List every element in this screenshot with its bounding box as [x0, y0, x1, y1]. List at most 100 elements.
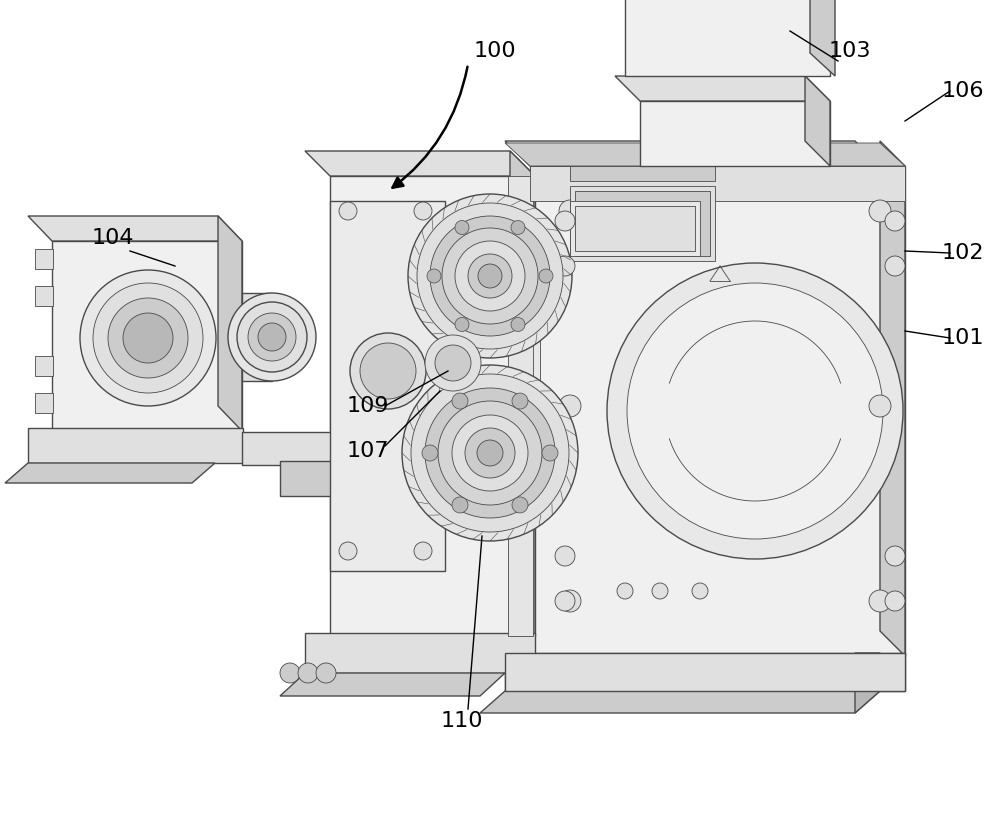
Circle shape — [885, 546, 905, 566]
Circle shape — [93, 283, 203, 393]
Circle shape — [339, 542, 357, 560]
Bar — [570, 201, 700, 256]
Circle shape — [350, 333, 426, 409]
Circle shape — [425, 388, 555, 518]
Circle shape — [478, 264, 502, 288]
Circle shape — [316, 663, 336, 683]
Circle shape — [627, 283, 883, 539]
Circle shape — [512, 393, 528, 409]
Bar — [530, 166, 905, 656]
Circle shape — [869, 395, 891, 417]
Bar — [508, 176, 533, 636]
Circle shape — [339, 202, 357, 220]
Circle shape — [425, 335, 481, 391]
Circle shape — [607, 263, 903, 559]
Bar — [35, 356, 53, 376]
Circle shape — [511, 221, 525, 235]
Circle shape — [477, 440, 503, 466]
Text: 106: 106 — [942, 81, 984, 101]
Circle shape — [455, 241, 525, 311]
Circle shape — [559, 590, 581, 612]
Circle shape — [228, 293, 316, 381]
Polygon shape — [505, 141, 880, 166]
Polygon shape — [855, 653, 880, 713]
Bar — [280, 461, 335, 496]
Circle shape — [414, 202, 432, 220]
Circle shape — [438, 401, 542, 505]
Circle shape — [452, 497, 468, 513]
Text: 101: 101 — [942, 328, 984, 348]
Bar — [510, 251, 540, 471]
Circle shape — [692, 583, 708, 599]
Circle shape — [455, 221, 469, 235]
Bar — [505, 653, 905, 691]
Text: 102: 102 — [942, 243, 984, 263]
Circle shape — [411, 374, 569, 532]
Circle shape — [455, 318, 469, 332]
Polygon shape — [28, 216, 242, 241]
Text: 103: 103 — [829, 41, 871, 61]
Circle shape — [435, 345, 471, 381]
Circle shape — [542, 445, 558, 461]
Polygon shape — [5, 463, 215, 483]
Circle shape — [408, 194, 572, 358]
Circle shape — [298, 663, 318, 683]
Text: 109: 109 — [347, 396, 389, 416]
Bar — [330, 201, 445, 571]
Circle shape — [427, 269, 441, 283]
Circle shape — [555, 256, 575, 276]
Circle shape — [402, 365, 578, 541]
Polygon shape — [280, 673, 505, 696]
Bar — [52, 241, 242, 431]
Bar — [640, 101, 830, 166]
Circle shape — [280, 663, 300, 683]
Circle shape — [559, 200, 581, 222]
Polygon shape — [218, 216, 242, 431]
Circle shape — [465, 428, 515, 478]
Circle shape — [123, 313, 173, 363]
Circle shape — [511, 318, 525, 332]
Circle shape — [248, 313, 296, 361]
Circle shape — [518, 384, 532, 398]
Text: 110: 110 — [441, 711, 483, 731]
Circle shape — [512, 497, 528, 513]
Circle shape — [414, 542, 432, 560]
Bar — [570, 186, 715, 261]
Bar — [35, 286, 53, 306]
Circle shape — [468, 254, 512, 298]
Circle shape — [430, 216, 550, 336]
Circle shape — [80, 270, 216, 406]
Circle shape — [652, 583, 668, 599]
Bar — [530, 166, 905, 201]
Polygon shape — [305, 151, 535, 176]
Polygon shape — [480, 691, 880, 713]
Polygon shape — [615, 76, 830, 101]
Circle shape — [555, 591, 575, 611]
Bar — [242, 432, 337, 465]
Text: 104: 104 — [92, 228, 134, 248]
Circle shape — [518, 324, 532, 338]
Bar — [35, 249, 53, 269]
Circle shape — [555, 546, 575, 566]
Circle shape — [452, 415, 528, 491]
Bar — [35, 393, 53, 413]
Polygon shape — [505, 143, 905, 166]
Circle shape — [617, 583, 633, 599]
Polygon shape — [880, 141, 905, 656]
Circle shape — [518, 264, 532, 278]
Text: 107: 107 — [347, 441, 389, 461]
Circle shape — [237, 302, 307, 372]
Circle shape — [422, 445, 438, 461]
Circle shape — [108, 298, 188, 378]
Bar — [330, 176, 535, 636]
Bar — [575, 206, 695, 251]
Circle shape — [652, 213, 668, 229]
Circle shape — [885, 211, 905, 231]
Polygon shape — [810, 0, 835, 76]
Circle shape — [442, 228, 538, 324]
Circle shape — [559, 395, 581, 417]
Circle shape — [869, 590, 891, 612]
Bar — [242, 293, 272, 381]
Circle shape — [885, 256, 905, 276]
Circle shape — [869, 200, 891, 222]
